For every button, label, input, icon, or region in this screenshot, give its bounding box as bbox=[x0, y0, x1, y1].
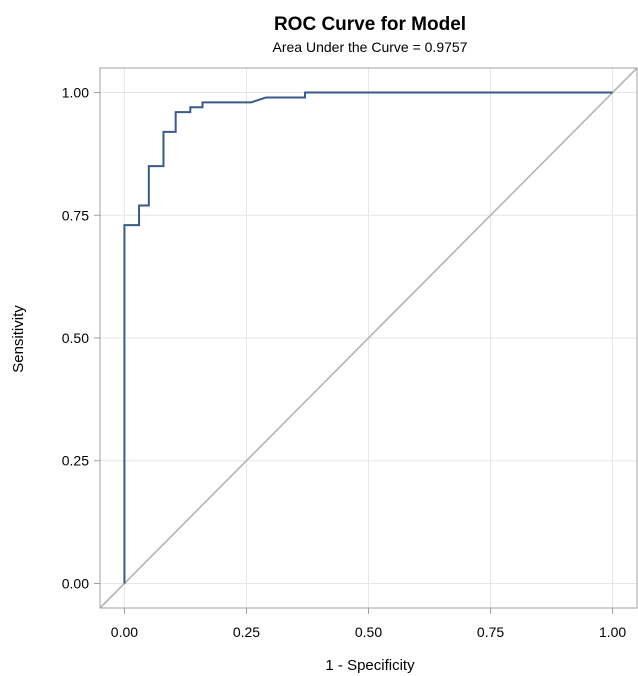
x-tick-label: 0.75 bbox=[477, 624, 504, 640]
reference-line-layer bbox=[99, 67, 638, 609]
y-tick-label: 0.50 bbox=[62, 330, 89, 346]
y-tick-layer: 0.00 0.25 0.50 0.75 1.00 bbox=[62, 85, 100, 591]
chart-title: ROC Curve for Model bbox=[274, 14, 466, 35]
y-tick-label: 0.00 bbox=[62, 575, 89, 591]
y-tick-label: 1.00 bbox=[62, 85, 89, 101]
x-tick-label: 0.25 bbox=[233, 624, 260, 640]
chart-subtitle: Area Under the Curve = 0.9757 bbox=[273, 39, 468, 55]
x-axis-label: 1 - Specificity bbox=[325, 657, 415, 674]
x-tick-label: 1.00 bbox=[599, 624, 626, 640]
roc-curve-line bbox=[123, 91, 613, 584]
y-tick-label: 0.25 bbox=[62, 453, 89, 469]
series-layer bbox=[123, 91, 613, 584]
y-axis-label: Sensitivity bbox=[10, 305, 27, 373]
x-tick-label: 0.50 bbox=[355, 624, 382, 640]
y-tick-label: 0.75 bbox=[62, 207, 89, 223]
reference-diagonal-line bbox=[99, 67, 638, 609]
x-tick-label: 0.00 bbox=[111, 624, 138, 640]
x-tick-layer: 0.00 0.25 0.50 0.75 1.00 bbox=[111, 608, 626, 640]
